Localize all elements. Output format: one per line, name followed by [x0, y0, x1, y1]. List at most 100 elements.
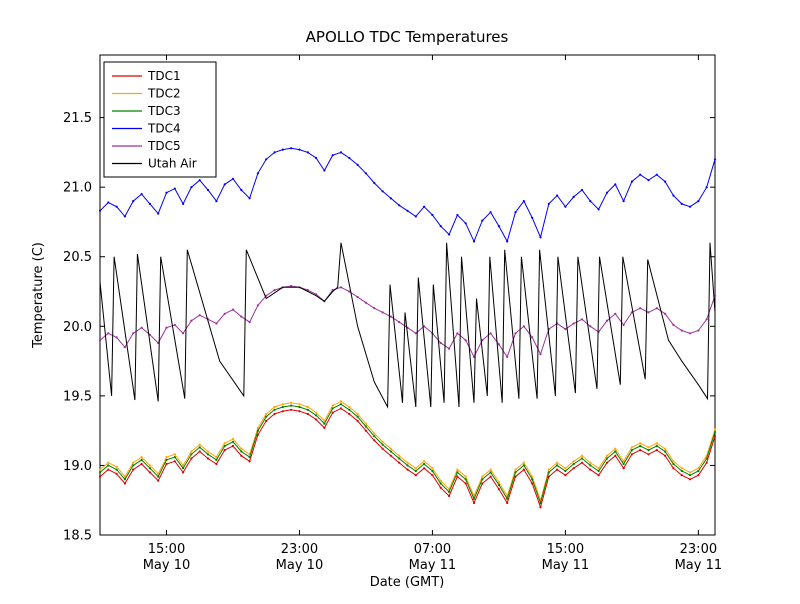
series-marker-tdc4 — [713, 158, 717, 161]
series-marker-tdc3 — [589, 464, 592, 467]
series-marker-tdc3 — [273, 408, 276, 411]
series-marker-tdc1 — [597, 474, 600, 477]
series-marker-tdc1 — [614, 454, 617, 457]
series-marker-tdc4 — [132, 200, 135, 203]
x-tick-label-date: May 11 — [675, 558, 723, 573]
series-marker-tdc5 — [572, 322, 575, 325]
series-marker-tdc3 — [148, 467, 151, 470]
x-tick-label-date: May 11 — [542, 558, 590, 573]
series-marker-tdc2 — [630, 446, 634, 449]
series-marker-tdc3 — [364, 425, 367, 428]
series-marker-tdc1 — [489, 475, 492, 478]
series-marker-tdc4 — [182, 202, 185, 205]
series-marker-tdc4 — [248, 197, 251, 200]
series-marker-tdc3 — [472, 497, 476, 500]
series-marker-tdc3 — [506, 497, 509, 500]
series-marker-tdc1 — [248, 460, 251, 463]
series-marker-tdc5 — [531, 336, 534, 339]
series-marker-tdc3 — [248, 456, 251, 459]
series-marker-tdc2 — [107, 461, 110, 464]
series-marker-tdc5 — [472, 355, 476, 358]
series-marker-tdc2 — [373, 432, 376, 435]
series-marker-tdc1 — [531, 482, 534, 485]
series-marker-tdc2 — [364, 422, 367, 425]
series-marker-tdc4 — [190, 186, 193, 189]
series-marker-tdc2 — [464, 475, 467, 478]
series-marker-tdc5 — [223, 312, 226, 315]
series-marker-tdc2 — [680, 467, 683, 470]
series-marker-tdc1 — [423, 467, 426, 470]
series-marker-tdc5 — [680, 329, 683, 332]
series-marker-tdc2 — [98, 468, 102, 471]
series-marker-tdc4 — [456, 213, 459, 217]
series-marker-tdc1 — [664, 454, 667, 457]
series-marker-tdc2 — [597, 467, 600, 470]
series-marker-tdc2 — [223, 442, 226, 445]
series-marker-tdc1 — [556, 468, 559, 471]
series-marker-tdc1 — [306, 412, 309, 416]
series-marker-tdc1 — [140, 462, 143, 466]
legend-label: TDC1 — [147, 69, 181, 83]
series-marker-tdc5 — [489, 332, 492, 335]
series-marker-tdc4 — [680, 202, 683, 205]
series-marker-tdc3 — [115, 468, 118, 471]
series-marker-tdc1 — [265, 419, 268, 422]
series-marker-tdc2 — [398, 454, 401, 457]
series-line-tdc1 — [99, 407, 716, 509]
series-marker-tdc2 — [572, 460, 575, 463]
series-marker-tdc5 — [647, 311, 650, 314]
series-marker-tdc4 — [547, 202, 550, 205]
series-marker-tdc3 — [206, 453, 210, 456]
series-marker-tdc1 — [315, 418, 318, 421]
series-marker-tdc1 — [697, 474, 700, 477]
series-marker-tdc2 — [231, 437, 235, 441]
series-marker-tdc5 — [522, 325, 526, 328]
series-marker-tdc1 — [165, 462, 168, 466]
x-tick-label-time: 07:00 — [414, 542, 451, 557]
series-marker-tdc3 — [306, 408, 309, 411]
series-marker-tdc5 — [655, 307, 658, 310]
series-marker-tdc2 — [132, 461, 135, 464]
series-marker-tdc2 — [564, 467, 567, 470]
y-tick-label: 19.5 — [63, 389, 92, 404]
series-marker-tdc1 — [456, 475, 459, 478]
legend-item: TDC4 — [112, 122, 181, 136]
series-marker-tdc4 — [173, 187, 176, 190]
series-marker-tdc3 — [580, 457, 584, 460]
series-marker-tdc3 — [290, 404, 293, 407]
series-marker-tdc1 — [256, 433, 259, 436]
series-marker-tdc3 — [605, 457, 609, 460]
series-marker-tdc4 — [273, 151, 276, 154]
series-marker-tdc4 — [373, 181, 376, 185]
series-marker-tdc1 — [414, 474, 417, 477]
series-marker-tdc3 — [223, 444, 226, 448]
series-marker-tdc4 — [414, 215, 417, 218]
series-marker-tdc5 — [622, 323, 625, 326]
series-marker-tdc4 — [115, 205, 118, 208]
series-marker-tdc5 — [381, 311, 384, 314]
series-marker-tdc3 — [98, 471, 102, 474]
series-marker-tdc4 — [672, 194, 675, 197]
series-marker-tdc2 — [647, 446, 650, 449]
series-marker-tdc2 — [190, 450, 193, 453]
series-marker-tdc5 — [506, 355, 509, 358]
series-marker-tdc1 — [223, 449, 226, 452]
series-marker-tdc4 — [705, 186, 708, 189]
series-marker-tdc3 — [680, 469, 683, 473]
series-marker-tdc1 — [123, 482, 126, 485]
series-marker-tdc2 — [315, 411, 318, 414]
series-marker-tdc2 — [123, 475, 126, 478]
series-marker-tdc3 — [339, 403, 343, 406]
series-marker-tdc1 — [231, 444, 235, 448]
series-marker-tdc3 — [414, 469, 417, 473]
series-marker-tdc4 — [298, 148, 301, 151]
series-marker-tdc4 — [240, 188, 243, 192]
series-marker-tdc4 — [572, 195, 575, 198]
series-marker-tdc1 — [157, 479, 160, 482]
series-marker-tdc5 — [107, 332, 110, 335]
series-marker-tdc1 — [431, 474, 434, 477]
series-marker-tdc2 — [331, 404, 334, 407]
y-tick-label: 18.5 — [63, 529, 92, 544]
series-marker-tdc3 — [123, 478, 126, 481]
series-marker-tdc4 — [439, 225, 442, 228]
